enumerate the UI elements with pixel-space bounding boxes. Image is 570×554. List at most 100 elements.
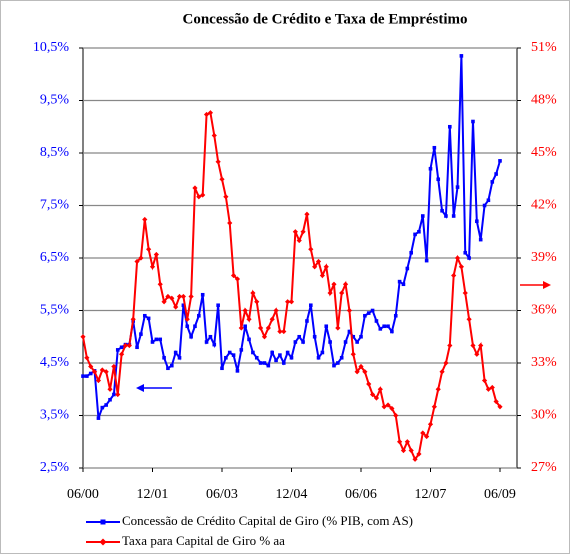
point: [223, 194, 229, 200]
point: [478, 342, 484, 349]
y-tick-label: 10,5%: [33, 40, 70, 55]
point: [149, 264, 156, 270]
point: [370, 308, 375, 313]
point: [119, 345, 124, 350]
point: [258, 361, 263, 365]
point: [197, 313, 201, 318]
point: [281, 328, 287, 335]
point: [405, 266, 410, 271]
point: [288, 299, 295, 305]
point: [490, 180, 495, 184]
point: [424, 433, 430, 440]
x-tick-label: 12/04: [276, 487, 308, 502]
point: [420, 430, 426, 436]
point: [331, 281, 337, 287]
point: [401, 282, 406, 287]
point: [397, 279, 402, 284]
point: [177, 355, 182, 360]
point: [246, 316, 252, 322]
point: [471, 119, 475, 124]
point: [269, 316, 275, 322]
point: [158, 337, 163, 342]
y-tick-label: 4,5%: [40, 355, 70, 370]
point: [108, 397, 112, 402]
point: [455, 185, 460, 189]
y2-tick-label: 30%: [531, 408, 557, 423]
point: [336, 361, 340, 365]
point: [200, 292, 205, 297]
point: [91, 369, 98, 375]
point: [435, 386, 441, 392]
point: [428, 166, 433, 171]
point: [478, 237, 483, 242]
point: [374, 319, 379, 323]
y2-tick-label: 48%: [531, 93, 557, 108]
x-tick-label: 12/07: [415, 487, 447, 502]
point: [458, 264, 464, 270]
point: [103, 369, 109, 375]
x-tick-label: 12/01: [137, 487, 169, 502]
point: [470, 342, 476, 349]
point: [413, 232, 417, 237]
point: [181, 303, 186, 308]
point: [382, 324, 386, 329]
point: [409, 250, 413, 255]
x-tick-label: 06/03: [206, 487, 238, 502]
point: [235, 369, 240, 373]
point: [454, 255, 461, 261]
point: [139, 332, 143, 336]
point: [238, 325, 244, 331]
point: [185, 324, 190, 329]
point: [448, 124, 452, 129]
y2-tick-label: 27%: [531, 460, 557, 475]
point: [211, 132, 217, 139]
point: [323, 264, 329, 270]
point: [100, 405, 105, 410]
point: [362, 369, 368, 375]
point: [166, 366, 170, 371]
point: [292, 229, 298, 235]
point: [296, 237, 302, 244]
point: [115, 391, 121, 398]
point: [467, 256, 471, 260]
point: [462, 290, 468, 296]
point: [289, 355, 294, 360]
point: [327, 290, 333, 296]
point: [346, 307, 353, 314]
point: [130, 316, 136, 322]
point: [300, 229, 306, 235]
point: [115, 348, 120, 352]
point: [408, 447, 414, 454]
point: [427, 421, 434, 427]
point: [88, 363, 94, 370]
y2-tick-label: 36%: [531, 303, 557, 318]
point: [424, 258, 429, 263]
y2-tick-label: 39%: [531, 250, 557, 265]
point: [227, 220, 233, 226]
point: [122, 342, 129, 349]
x-tick-label: 06/06: [345, 487, 377, 502]
point: [85, 374, 89, 378]
point: [138, 255, 144, 261]
y-tick-label: 6,5%: [40, 250, 70, 265]
point: [459, 54, 464, 58]
point: [239, 348, 244, 352]
point: [315, 258, 322, 265]
point: [95, 377, 102, 384]
point: [355, 340, 359, 344]
point: [227, 350, 232, 355]
point: [224, 355, 228, 360]
point: [385, 402, 391, 408]
legend-label: Taxa para Capital de Giro % aa: [122, 533, 285, 548]
point: [486, 198, 491, 203]
point: [142, 313, 147, 318]
point: [297, 334, 302, 339]
point: [254, 299, 260, 305]
y-tick-label: 2,5%: [40, 460, 70, 475]
point: [285, 299, 291, 305]
point: [378, 327, 383, 331]
point: [451, 272, 457, 279]
point: [363, 313, 367, 318]
point: [162, 355, 166, 360]
point: [485, 386, 492, 392]
